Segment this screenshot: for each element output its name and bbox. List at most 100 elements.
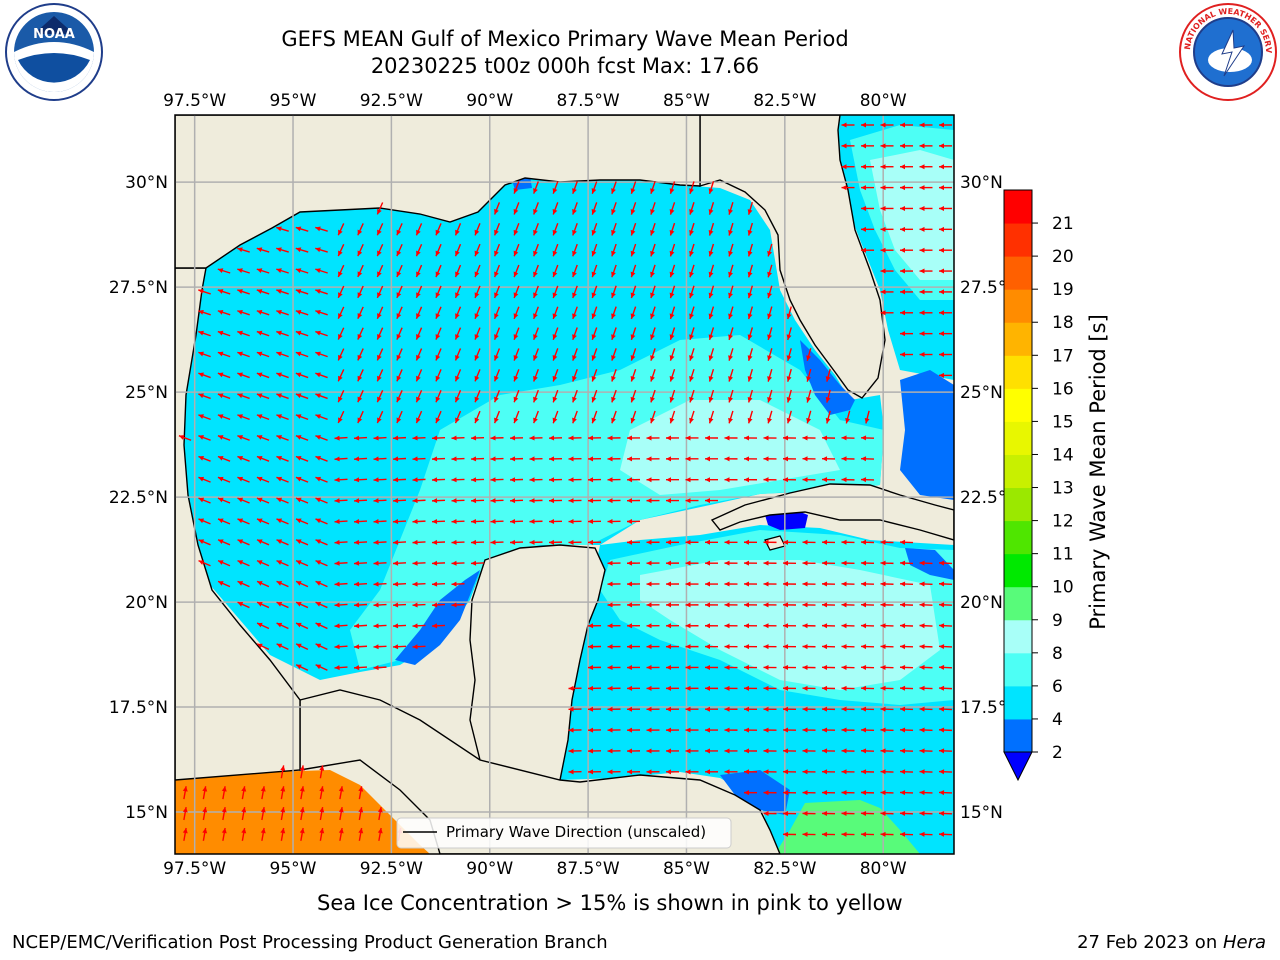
wave-direction-arrow — [899, 560, 914, 566]
wave-direction-arrow — [919, 268, 933, 274]
wave-direction-arrow — [665, 685, 680, 691]
wave-direction-arrow — [728, 264, 734, 278]
wave-direction-arrow — [689, 285, 695, 299]
wave-direction-arrow — [919, 310, 933, 316]
wave-direction-arrow — [552, 369, 559, 382]
wave-direction-arrow — [724, 560, 738, 566]
wave-direction-arrow — [373, 560, 387, 566]
wave-direction-arrow — [802, 602, 816, 608]
wave-direction-arrow — [646, 581, 660, 587]
wave-direction-arrow — [587, 665, 602, 671]
wave-direction-arrow — [747, 243, 754, 257]
wave-direction-arrow — [295, 622, 309, 630]
wave-direction-arrow — [704, 498, 719, 504]
colorbar-segment — [1004, 223, 1032, 257]
wave-direction-arrow — [295, 393, 309, 400]
wave-direction-arrow — [334, 644, 348, 650]
wave-direction-arrow — [217, 289, 231, 295]
wave-direction-arrow — [782, 435, 797, 441]
wave-direction-arrow — [376, 264, 384, 278]
wave-direction-arrow — [591, 410, 598, 424]
wave-direction-arrow — [415, 223, 423, 236]
wave-direction-arrow — [704, 706, 719, 712]
wave-direction-arrow — [724, 727, 738, 733]
wave-direction-arrow — [743, 790, 758, 796]
wave-direction-arrow — [763, 477, 777, 483]
wave-direction-arrow — [607, 769, 621, 775]
lon-tick-bottom: 82.5°W — [753, 859, 816, 879]
wave-direction-arrow — [513, 264, 520, 278]
wave-direction-arrow — [587, 623, 602, 629]
wave-direction-arrow — [669, 243, 676, 257]
wave-direction-arrow — [685, 664, 699, 670]
wave-direction-arrow — [474, 243, 481, 257]
wave-direction-arrow — [665, 539, 680, 545]
wave-direction-arrow — [728, 368, 734, 382]
wave-direction-arrow — [572, 369, 578, 382]
wave-direction-arrow — [237, 330, 250, 337]
wave-direction-arrow — [217, 268, 231, 274]
wave-direction-arrow — [919, 623, 933, 629]
wave-direction-arrow — [454, 369, 462, 382]
wave-direction-arrow — [256, 622, 270, 630]
wave-direction-arrow — [198, 330, 211, 337]
wave-direction-arrow — [669, 410, 676, 424]
wave-direction-arrow — [357, 348, 364, 361]
wave-direction-arrow — [587, 748, 602, 754]
wave-direction-arrow — [743, 664, 758, 670]
wave-direction-arrow — [689, 348, 695, 361]
wave-direction-arrow — [315, 643, 328, 650]
wave-direction-arrow — [415, 285, 423, 299]
wave-direction-arrow — [861, 185, 874, 191]
wave-direction-arrow — [513, 348, 520, 361]
wave-direction-arrow — [182, 807, 188, 821]
wave-direction-arrow — [435, 243, 442, 257]
wave-direction-arrow — [474, 369, 481, 382]
wave-direction-arrow — [669, 368, 676, 382]
wave-direction-arrow — [782, 581, 797, 587]
wave-direction-arrow — [841, 581, 855, 587]
wave-direction-arrow — [237, 435, 250, 441]
wave-direction-arrow — [821, 623, 836, 629]
wave-direction-arrow — [533, 243, 539, 257]
wave-direction-arrow — [899, 623, 914, 629]
wave-direction-arrow — [353, 623, 368, 629]
wave-direction-arrow — [841, 143, 855, 149]
wave-direction-arrow — [650, 410, 656, 424]
wave-direction-arrow — [880, 769, 894, 775]
wave-direction-arrow — [646, 685, 660, 691]
wave-direction-arrow — [743, 644, 758, 650]
wave-direction-arrow — [334, 560, 348, 566]
wave-direction-arrow — [685, 560, 699, 566]
wave-direction-arrow — [708, 202, 715, 215]
wave-direction-arrow — [626, 748, 641, 754]
wave-direction-arrow — [572, 222, 578, 236]
wave-direction-arrow — [767, 306, 773, 320]
wave-direction-arrow — [509, 456, 524, 462]
wave-direction-arrow — [724, 539, 738, 545]
wave-direction-arrow — [256, 455, 270, 462]
wave-direction-arrow — [357, 243, 364, 257]
wave-direction-arrow — [572, 410, 578, 424]
wave-direction-arrow — [763, 623, 777, 629]
wave-direction-arrow — [841, 456, 855, 462]
wave-direction-arrow — [353, 644, 368, 650]
wave-direction-arrow — [198, 518, 211, 525]
wave-direction-arrow — [860, 539, 875, 545]
wave-direction-arrow — [919, 664, 933, 670]
wave-direction-arrow — [708, 222, 715, 236]
wave-direction-arrow — [357, 410, 364, 424]
wave-direction-arrow — [415, 369, 423, 382]
wave-direction-arrow — [529, 456, 543, 462]
wave-direction-arrow — [880, 539, 894, 545]
wave-direction-arrow — [474, 223, 481, 236]
wave-direction-arrow — [919, 226, 933, 232]
wave-direction-arrow — [938, 623, 953, 629]
wave-direction-arrow — [568, 769, 582, 775]
wave-direction-arrow — [611, 389, 617, 403]
wave-direction-arrow — [611, 410, 617, 424]
wave-direction-arrow — [708, 410, 715, 424]
wave-direction-arrow — [315, 330, 328, 337]
wave-direction-arrow — [665, 602, 680, 608]
wave-direction-arrow — [217, 539, 231, 546]
